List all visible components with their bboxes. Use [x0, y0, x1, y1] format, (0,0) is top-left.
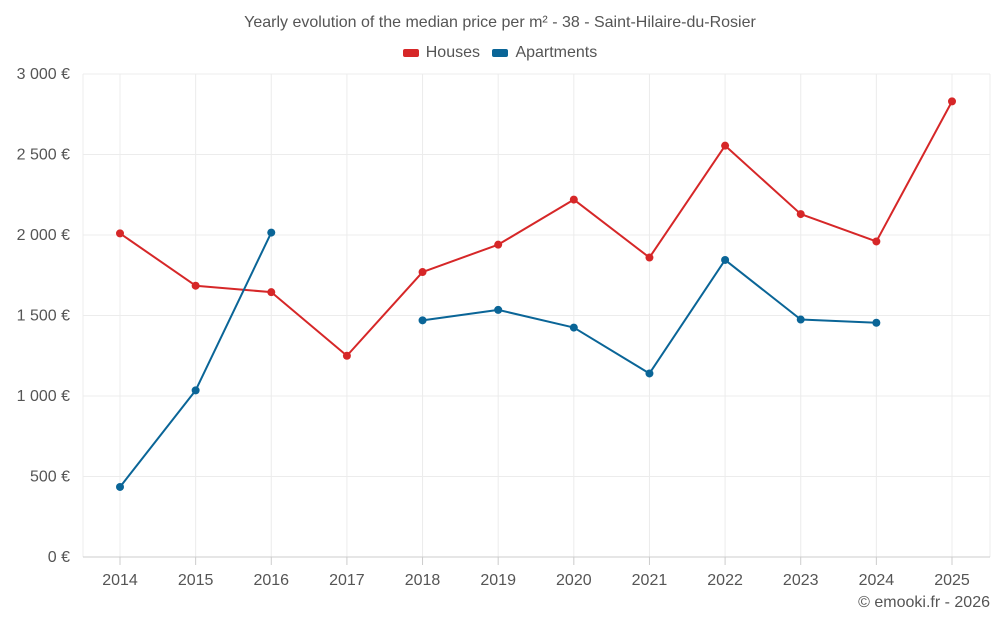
y-tick-label: 2 500 € [17, 147, 70, 164]
data-point-apartments [872, 318, 881, 327]
data-point-houses [116, 229, 124, 238]
data-point-apartments [418, 316, 427, 325]
legend-swatch-apartments [492, 49, 509, 57]
y-tick-label: 2 000 € [17, 227, 70, 244]
x-tick-label: 2019 [480, 572, 516, 589]
data-point-houses [191, 281, 200, 290]
legend-label-apartments: Apartments [515, 44, 598, 61]
legend-item-houses[interactable]: Houses [402, 44, 480, 62]
legend-swatch-houses [402, 49, 419, 57]
x-tick-label: 2024 [859, 572, 895, 589]
data-point-apartments [569, 323, 578, 332]
chart-title: Yearly evolution of the median price per… [244, 14, 756, 31]
legend-label-houses: Houses [425, 44, 480, 61]
data-point-apartments [645, 369, 654, 378]
x-tick-label: 2015 [178, 572, 214, 589]
y-tick-label: 3 000 € [17, 66, 70, 83]
data-point-houses [721, 141, 730, 150]
credit: © emooki.fr - 2026 [858, 594, 990, 611]
data-point-apartments [116, 482, 124, 491]
data-point-houses [418, 268, 427, 277]
x-tick-label: 2023 [783, 572, 819, 589]
data-point-apartments [494, 305, 503, 314]
data-point-houses [645, 253, 654, 262]
data-point-houses [342, 351, 351, 360]
x-tick-label: 2016 [253, 572, 289, 589]
data-point-apartments [721, 255, 730, 264]
x-tick-label: 2020 [556, 572, 592, 589]
x-tick-label: 2014 [102, 572, 138, 589]
data-point-houses [267, 288, 276, 297]
data-point-apartments [267, 228, 276, 237]
x-tick-label: 2017 [329, 572, 365, 589]
y-tick-label: 500 € [30, 469, 70, 486]
data-point-apartments [191, 386, 200, 395]
y-tick-label: 1 000 € [17, 388, 70, 405]
x-tick-label: 2018 [405, 572, 441, 589]
x-tick-label: 2022 [707, 572, 743, 589]
legend: Houses Apartments [0, 44, 1000, 62]
data-point-houses [494, 240, 503, 249]
data-point-apartments [796, 315, 805, 324]
y-tick-label: 1 500 € [17, 308, 70, 325]
data-point-houses [872, 237, 881, 246]
y-tick-label: 0 € [48, 549, 70, 566]
legend-item-apartments[interactable]: Apartments [492, 44, 597, 62]
x-tick-label: 2021 [632, 572, 668, 589]
data-point-houses [796, 210, 805, 219]
data-point-houses [569, 195, 578, 204]
x-tick-label: 2025 [934, 572, 970, 589]
data-point-houses [948, 97, 956, 106]
series-line-houses [119, 100, 953, 357]
